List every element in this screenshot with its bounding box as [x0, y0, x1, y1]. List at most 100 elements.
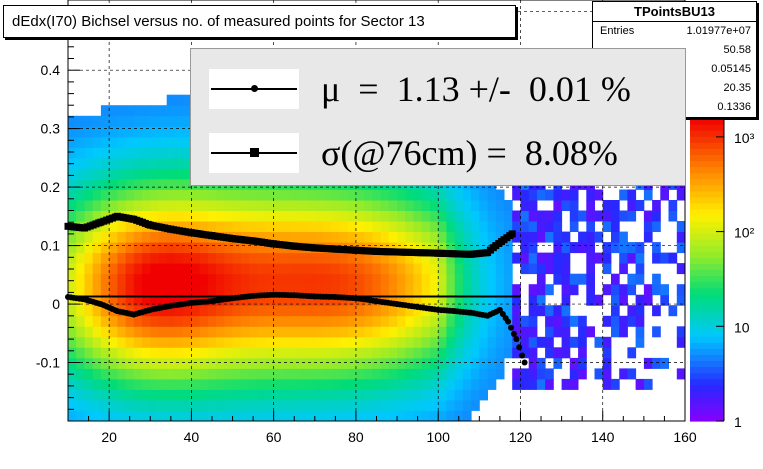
- heatmap-cell: [158, 336, 168, 348]
- heatmap-cell: [142, 263, 151, 275]
- heatmap-cell: [339, 263, 349, 275]
- heatmap-cell: [643, 231, 653, 243]
- heatmap-cell: [290, 347, 299, 359]
- heatmap-cell: [183, 136, 192, 148]
- heatmap-cell: [240, 189, 250, 201]
- heatmap-cell: [397, 357, 406, 369]
- heatmap-cell: [364, 326, 373, 338]
- heatmap-cell: [676, 231, 685, 243]
- heatmap-cell: [339, 410, 349, 421]
- heatmap-cell: [68, 336, 77, 348]
- heatmap-cell: [652, 326, 661, 338]
- heatmap-cell: [619, 368, 628, 380]
- heatmap-cell: [495, 336, 505, 348]
- heatmap-cell: [232, 389, 242, 401]
- heatmap-cell: [512, 210, 521, 222]
- heatmap-cell: [462, 378, 472, 390]
- heatmap-cell: [495, 273, 505, 285]
- heatmap-cell: [372, 326, 382, 338]
- heatmap-cell: [158, 147, 168, 159]
- colorbar-segment: [690, 305, 724, 313]
- heatmap-cell: [117, 178, 127, 190]
- colorbar-segment: [690, 281, 724, 289]
- heatmap-cell: [553, 252, 563, 264]
- heatmap-cell: [536, 221, 546, 232]
- data-point-circle: [519, 352, 526, 359]
- heatmap-cell: [578, 210, 587, 222]
- heatmap-cell: [380, 273, 390, 285]
- colorbar-segment: [690, 196, 724, 204]
- heatmap-cell: [142, 252, 151, 264]
- heatmap-cell: [100, 178, 110, 190]
- heatmap-cell: [380, 315, 390, 327]
- heatmap-cell: [249, 368, 258, 380]
- heatmap-cell: [454, 368, 464, 380]
- heatmap-cell: [183, 368, 192, 380]
- heatmap-cell: [479, 221, 488, 232]
- heatmap-cell: [454, 399, 464, 411]
- heatmap-cell: [479, 326, 488, 338]
- heatmap-cell: [397, 284, 406, 296]
- colorbar-segment: [690, 221, 724, 228]
- heatmap-cell: [479, 273, 488, 285]
- heatmap-cell: [191, 357, 201, 369]
- heatmap-cell: [578, 368, 587, 380]
- heatmap-cell: [454, 389, 464, 401]
- heatmap-cell: [117, 136, 127, 148]
- colorbar-segment: [690, 233, 724, 240]
- heatmap-cell: [372, 189, 382, 201]
- heatmap-cell: [183, 410, 192, 421]
- heatmap-cell: [421, 410, 431, 421]
- colorbar-segment: [690, 202, 724, 210]
- heatmap-cell: [142, 357, 151, 369]
- heatmap-cell: [298, 410, 307, 421]
- heatmap-cell: [479, 378, 488, 390]
- heatmap-cell: [306, 410, 316, 421]
- heatmap-cell: [611, 273, 620, 285]
- heatmap-cell: [413, 273, 423, 285]
- stats-row: 20.35: [593, 79, 756, 98]
- heatmap-cell: [232, 315, 242, 327]
- heatmap-cell: [183, 168, 192, 180]
- heatmap-cell: [109, 273, 118, 285]
- heatmap-cell: [380, 326, 390, 338]
- heatmap-cell: [265, 221, 275, 232]
- heatmap-cell: [109, 231, 118, 243]
- colorbar-segment: [690, 184, 724, 192]
- heatmap-cell: [240, 389, 250, 401]
- heatmap-cell: [232, 263, 242, 275]
- heatmap-cell: [446, 252, 456, 264]
- heatmap-cell: [397, 336, 406, 348]
- heatmap-cell: [355, 357, 365, 369]
- heatmap-cell: [150, 410, 159, 421]
- colorbar-segment: [690, 311, 724, 319]
- heatmap-cell: [323, 378, 332, 390]
- heatmap-cell: [125, 284, 135, 296]
- heatmap-cell: [397, 347, 406, 359]
- heatmap-cell: [471, 231, 480, 243]
- heatmap-cell: [487, 294, 497, 306]
- heatmap-cell: [216, 347, 225, 359]
- heatmap-cell: [142, 210, 151, 222]
- heatmap-cell: [257, 221, 266, 232]
- heatmap-cell: [323, 189, 332, 201]
- heatmap-cell: [339, 399, 349, 411]
- heatmap-cell: [586, 284, 595, 296]
- heatmap-cell: [166, 273, 176, 285]
- heatmap-cell: [265, 242, 275, 254]
- fit-mu-text: μ = 1.13 +/- 0.01 %: [321, 69, 631, 109]
- heatmap-cell: [512, 315, 521, 327]
- heatmap-cell: [314, 200, 324, 211]
- heatmap-cell: [421, 399, 431, 411]
- heatmap-cell: [68, 389, 77, 401]
- heatmap-cell: [430, 399, 439, 411]
- heatmap-cell: [487, 200, 497, 211]
- heatmap-cell: [273, 357, 283, 369]
- heatmap-cell: [216, 336, 225, 348]
- heatmap-cell: [158, 178, 168, 190]
- heatmap-cell: [306, 336, 316, 348]
- heatmap-cell: [125, 326, 135, 338]
- heatmap-cell: [224, 336, 233, 348]
- heatmap-cell: [183, 178, 192, 190]
- heatmap-cell: [388, 347, 398, 359]
